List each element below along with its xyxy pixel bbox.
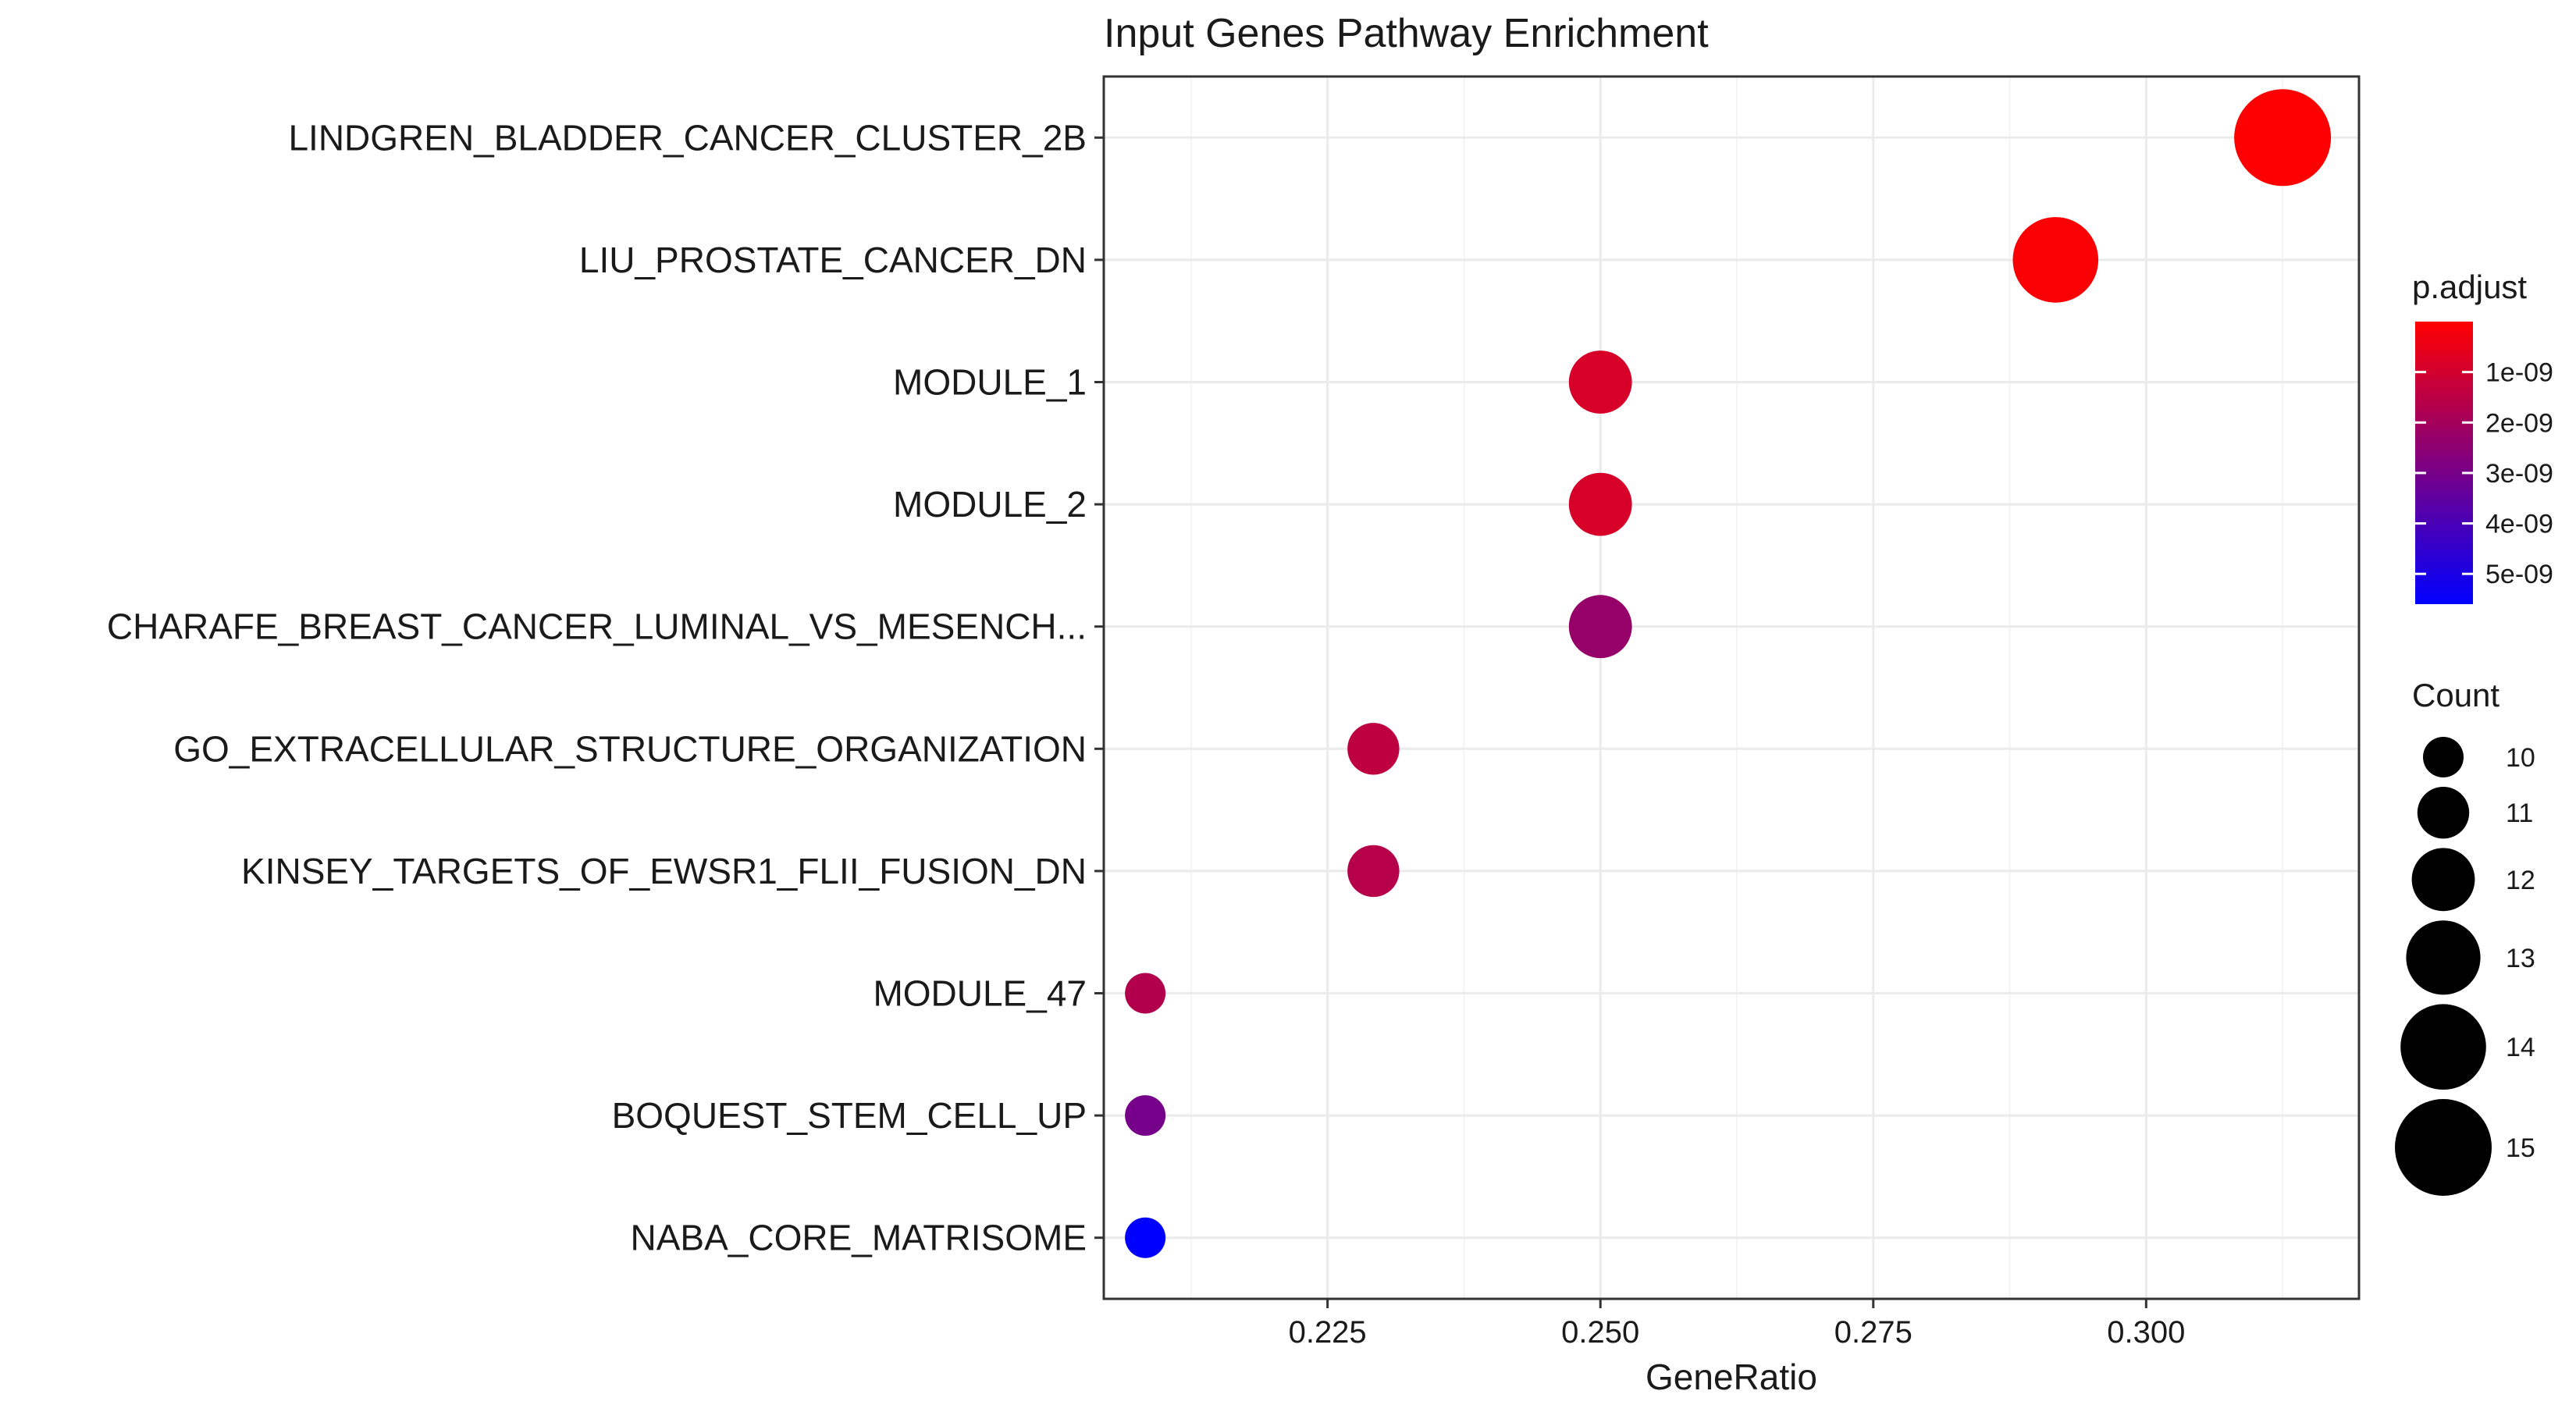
data-point [1568, 472, 1632, 536]
data-point [2234, 89, 2332, 187]
chart-title: Input Genes Pathway Enrichment [1104, 11, 1709, 56]
y-category-label: NABA_CORE_MATRISOME [631, 1218, 1087, 1258]
data-point [1125, 1095, 1166, 1136]
size-legend-label: 11 [2506, 799, 2533, 828]
color-legend-gradient-bar [2415, 322, 2473, 604]
data-point [1568, 595, 1632, 659]
plot-panel-background [1104, 76, 2359, 1299]
color-legend-title: p.adjust [2412, 269, 2527, 305]
size-legend-label: 13 [2506, 944, 2535, 973]
color-legend-tick-label: 3e-09 [2485, 459, 2553, 489]
plot-panel-border [1102, 75, 2361, 1300]
size-legend-symbol [2406, 920, 2481, 995]
y-category-label: MODULE_1 [893, 362, 1087, 403]
x-tick-label: 0.275 [1834, 1315, 1912, 1350]
size-legend-label: 14 [2506, 1033, 2535, 1062]
x-tick-label: 0.225 [1289, 1315, 1367, 1350]
y-category-label: KINSEY_TARGETS_OF_EWSR1_FLII_FUSION_DN [241, 851, 1087, 891]
y-category-label: LINDGREN_BLADDER_CANCER_CLUSTER_2B [288, 117, 1087, 158]
size-legend-items: 10 11 12 13 14 15 [2395, 737, 2535, 1196]
color-legend: p.adjust 1e-09 2e-09 3e-09 4e-09 5e-09 [2412, 269, 2553, 604]
data-point [1125, 1217, 1166, 1258]
data-point [1347, 845, 1400, 898]
size-legend-symbol [2400, 1004, 2486, 1090]
x-tick-label: 0.250 [1561, 1315, 1639, 1350]
data-point [1347, 723, 1400, 775]
x-axis: 0.225 0.250 0.275 0.300 [1289, 1299, 2185, 1350]
color-legend-tick-label: 2e-09 [2485, 408, 2553, 438]
y-category-label: MODULE_47 [873, 973, 1087, 1014]
size-legend-label: 12 [2506, 866, 2535, 895]
color-legend-ticks: 1e-09 2e-09 3e-09 4e-09 5e-09 [2415, 358, 2553, 589]
size-legend-title: Count [2412, 677, 2500, 713]
data-point [1125, 973, 1166, 1014]
color-legend-tick-label: 4e-09 [2485, 510, 2553, 539]
y-category-label: LIU_PROSTATE_CANCER_DN [579, 240, 1087, 280]
y-category-label: CHARAFE_BREAST_CANCER_LUMINAL_VS_MESENCH… [107, 606, 1087, 647]
size-legend-symbol [2395, 1099, 2492, 1196]
y-axis: LINDGREN_BLADDER_CANCER_CLUSTER_2B LIU_PR… [107, 117, 1104, 1258]
data-points [1125, 89, 2332, 1258]
size-legend-symbol [2417, 786, 2470, 839]
y-category-label: MODULE_2 [893, 484, 1087, 525]
size-legend-label: 15 [2506, 1133, 2535, 1163]
color-legend-tick-label: 5e-09 [2485, 560, 2553, 589]
color-legend-tick-label: 1e-09 [2485, 358, 2553, 388]
x-axis-title: GeneRatio [1646, 1357, 1817, 1397]
size-legend: Count 10 11 12 13 14 15 [2395, 677, 2535, 1196]
x-tick-label: 0.300 [2107, 1315, 2185, 1350]
data-point [1568, 350, 1632, 414]
grid-lines [1104, 76, 2359, 1299]
size-legend-symbol [2411, 848, 2475, 912]
size-legend-label: 10 [2506, 743, 2535, 773]
y-category-label: GO_EXTRACELLULAR_STRUCTURE_ORGANIZATION [173, 728, 1087, 769]
size-legend-symbol [2423, 737, 2464, 777]
data-point [2012, 217, 2099, 303]
y-category-label: BOQUEST_STEM_CELL_UP [612, 1095, 1087, 1136]
